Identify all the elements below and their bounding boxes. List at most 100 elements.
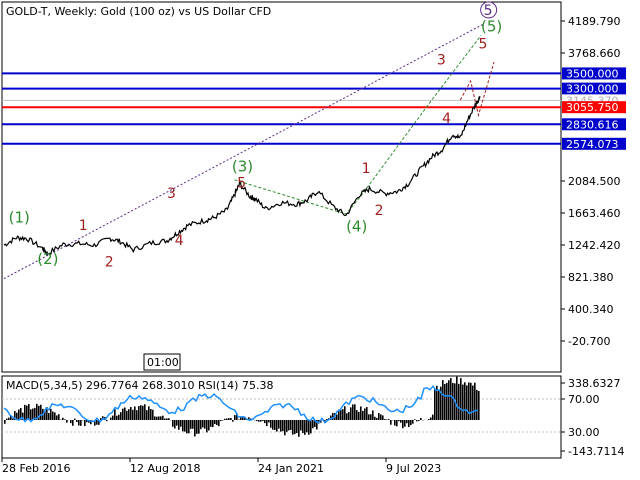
macd-bar	[402, 420, 404, 429]
macd-bar	[126, 410, 128, 420]
macd-bar	[312, 420, 314, 429]
wave-label: 1	[79, 218, 88, 234]
macd-bar	[234, 415, 236, 420]
macd-bar	[264, 420, 266, 424]
macd-bar	[22, 412, 24, 420]
macd-bar	[64, 419, 66, 420]
price-tick-label: 400.340	[568, 303, 614, 316]
macd-bar	[304, 420, 306, 435]
macd-bar	[166, 418, 168, 420]
macd-bar	[362, 410, 364, 420]
macd-bar	[76, 420, 78, 423]
macd-bar	[398, 420, 400, 422]
wave-label: (5)	[481, 18, 502, 36]
macd-bar	[464, 382, 466, 420]
macd-bar	[376, 417, 378, 420]
macd-bar	[198, 420, 200, 434]
macd-bar	[228, 418, 230, 420]
macd-bar	[456, 376, 458, 420]
macd-bar	[148, 406, 150, 420]
macd-bar	[360, 406, 362, 420]
macd-bar	[220, 420, 222, 421]
time-marker-box	[143, 353, 181, 371]
macd-bar	[270, 420, 272, 428]
macd-bar	[446, 382, 448, 420]
macd-bar	[28, 404, 30, 420]
macd-bar	[438, 389, 440, 420]
macd-bar	[340, 409, 342, 420]
macd-histogram	[4, 376, 480, 437]
time-marker[interactable]: 01:00	[143, 353, 181, 371]
macd-bar	[36, 403, 38, 420]
macd-bar	[406, 420, 408, 424]
macd-bar	[200, 420, 202, 430]
macd-bar	[306, 420, 308, 433]
price-tick-label: 3768.660	[568, 47, 621, 60]
macd-bar	[358, 411, 360, 420]
wave-label: 1	[362, 161, 371, 177]
macd-bar	[242, 416, 244, 420]
price-series	[3, 96, 481, 257]
macd-bar	[282, 420, 284, 432]
price-tick-label: 821.380	[568, 271, 614, 284]
wave-label: 4	[442, 111, 451, 127]
macd-bar	[412, 420, 414, 424]
price-tick-label: 4189.790	[568, 15, 621, 28]
macd-bar	[214, 420, 216, 425]
macd-bar	[332, 412, 334, 420]
level-label-box	[562, 82, 626, 95]
macd-bar	[14, 411, 16, 420]
macd-bar	[4, 420, 6, 424]
macd-bar	[292, 420, 294, 435]
macd-bar	[224, 418, 226, 420]
macd-bar	[314, 420, 316, 427]
time-tick-label: 9 Jul 2023	[386, 462, 441, 475]
macd-bar	[288, 420, 290, 431]
macd-bar	[380, 414, 382, 420]
macd-bar	[144, 404, 146, 420]
price-line	[3, 96, 481, 257]
macd-bar	[10, 415, 12, 420]
macd-bar	[24, 404, 26, 420]
macd-bar	[460, 378, 462, 420]
price-tick-label: -20.700	[568, 335, 610, 348]
macd-bar	[156, 416, 158, 420]
macd-bar	[432, 414, 434, 420]
macd-bar	[436, 385, 438, 420]
macd-bar	[180, 420, 182, 427]
macd-bar	[176, 420, 178, 426]
macd-bar	[184, 420, 186, 432]
macd-bar	[12, 418, 14, 420]
macd-bar	[462, 384, 464, 420]
macd-bar	[128, 409, 130, 420]
macd-bar	[300, 420, 302, 431]
macd-bar	[6, 418, 8, 420]
macd-bar	[466, 385, 468, 420]
horizontal-levels: 3500.0003300.0003145.3703055.7502830.616…	[2, 67, 626, 151]
macd-bar	[388, 419, 390, 420]
macd-bar	[266, 420, 268, 427]
macd-bar	[138, 406, 140, 420]
macd-bar	[26, 405, 28, 420]
time-marker-label: 01:00	[147, 356, 179, 369]
macd-bar	[236, 412, 238, 420]
macd-bar	[16, 412, 18, 420]
indicator-tick-label: 338.6327	[568, 377, 621, 390]
wave-guide-lines	[234, 35, 495, 215]
rsi-series	[3, 384, 479, 424]
macd-bar	[226, 418, 228, 420]
macd-bar	[256, 420, 258, 422]
wave-label: (1)	[9, 208, 30, 226]
chart-title: GOLD-T, Weekly: Gold (100 oz) vs US Doll…	[6, 5, 271, 18]
macd-bar	[374, 416, 376, 420]
macd-bar	[248, 417, 250, 420]
macd-bar	[294, 420, 296, 435]
macd-bar	[158, 416, 160, 420]
macd-bar	[472, 385, 474, 420]
macd-bar	[338, 409, 340, 420]
macd-bar	[290, 420, 292, 430]
macd-bar	[186, 420, 188, 434]
